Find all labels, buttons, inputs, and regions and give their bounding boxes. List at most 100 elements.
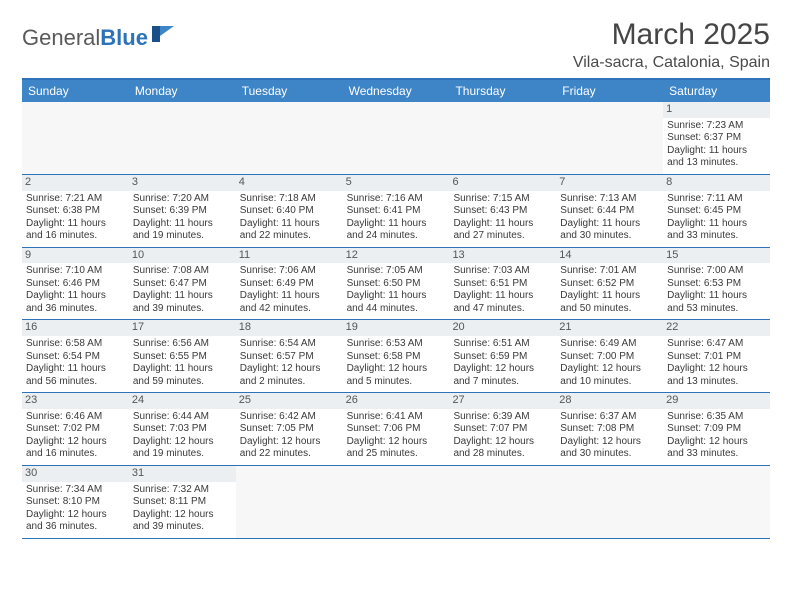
day-info-line: Sunset: 6:47 PM bbox=[133, 278, 232, 291]
day-info-line: Daylight: 11 hours bbox=[26, 290, 125, 303]
logo-part1: General bbox=[22, 25, 100, 50]
day-number: 19 bbox=[343, 320, 450, 336]
day-number: 11 bbox=[236, 248, 343, 264]
day-info-line: Daylight: 11 hours bbox=[667, 218, 766, 231]
day-empty bbox=[449, 466, 556, 538]
day-cell: 10Sunrise: 7:08 AMSunset: 6:47 PMDayligh… bbox=[129, 248, 236, 320]
weekday-header-row: SundayMondayTuesdayWednesdayThursdayFrid… bbox=[22, 80, 770, 102]
month-title: March 2025 bbox=[573, 18, 770, 52]
day-empty bbox=[22, 102, 129, 174]
day-info-line: Daylight: 11 hours bbox=[240, 218, 339, 231]
location: Vila-sacra, Catalonia, Spain bbox=[573, 54, 770, 72]
day-cell: 5Sunrise: 7:16 AMSunset: 6:41 PMDaylight… bbox=[343, 175, 450, 247]
day-empty bbox=[236, 102, 343, 174]
day-info-line: Sunset: 6:51 PM bbox=[453, 278, 552, 291]
weekday-header: Tuesday bbox=[236, 80, 343, 102]
day-cell: 30Sunrise: 7:34 AMSunset: 8:10 PMDayligh… bbox=[22, 466, 129, 538]
day-info-line: and 33 minutes. bbox=[667, 448, 766, 461]
day-info-line: Sunrise: 7:20 AM bbox=[133, 193, 232, 206]
day-info-line: Sunrise: 7:06 AM bbox=[240, 265, 339, 278]
day-number: 20 bbox=[449, 320, 556, 336]
day-cell: 15Sunrise: 7:00 AMSunset: 6:53 PMDayligh… bbox=[663, 248, 770, 320]
week-row: 30Sunrise: 7:34 AMSunset: 8:10 PMDayligh… bbox=[22, 466, 770, 539]
day-empty bbox=[236, 466, 343, 538]
day-cell: 23Sunrise: 6:46 AMSunset: 7:02 PMDayligh… bbox=[22, 393, 129, 465]
day-info-line: Sunrise: 7:32 AM bbox=[133, 484, 232, 497]
day-cell: 27Sunrise: 6:39 AMSunset: 7:07 PMDayligh… bbox=[449, 393, 556, 465]
day-info-line: Sunrise: 6:47 AM bbox=[667, 338, 766, 351]
day-info-line: Sunrise: 7:15 AM bbox=[453, 193, 552, 206]
day-info-line: Sunrise: 6:53 AM bbox=[347, 338, 446, 351]
day-info-line: Daylight: 11 hours bbox=[453, 290, 552, 303]
day-number: 8 bbox=[663, 175, 770, 191]
day-cell: 3Sunrise: 7:20 AMSunset: 6:39 PMDaylight… bbox=[129, 175, 236, 247]
day-info-line: Daylight: 12 hours bbox=[133, 436, 232, 449]
day-info-line: Daylight: 12 hours bbox=[453, 436, 552, 449]
day-number: 16 bbox=[22, 320, 129, 336]
day-info-line: Daylight: 11 hours bbox=[560, 290, 659, 303]
day-info-line: Daylight: 11 hours bbox=[26, 363, 125, 376]
day-cell: 2Sunrise: 7:21 AMSunset: 6:38 PMDaylight… bbox=[22, 175, 129, 247]
day-info-line: and 5 minutes. bbox=[347, 376, 446, 389]
day-info-line: Sunrise: 6:39 AM bbox=[453, 411, 552, 424]
day-info-line: Sunrise: 6:41 AM bbox=[347, 411, 446, 424]
day-info-line: Sunset: 6:39 PM bbox=[133, 205, 232, 218]
day-number: 10 bbox=[129, 248, 236, 264]
day-empty bbox=[556, 102, 663, 174]
day-number: 7 bbox=[556, 175, 663, 191]
day-number: 17 bbox=[129, 320, 236, 336]
day-info-line: and 59 minutes. bbox=[133, 376, 232, 389]
logo-text: GeneralBlue bbox=[22, 25, 148, 51]
weekday-header: Wednesday bbox=[343, 80, 450, 102]
day-info-line: and 7 minutes. bbox=[453, 376, 552, 389]
logo-part2: Blue bbox=[100, 25, 148, 50]
day-number: 2 bbox=[22, 175, 129, 191]
day-info-line: Daylight: 11 hours bbox=[240, 290, 339, 303]
day-info-line: Sunset: 6:57 PM bbox=[240, 351, 339, 364]
weekday-header: Saturday bbox=[663, 80, 770, 102]
day-info-line: Sunset: 7:08 PM bbox=[560, 423, 659, 436]
day-info-line: Sunrise: 6:46 AM bbox=[26, 411, 125, 424]
day-info-line: Sunset: 6:53 PM bbox=[667, 278, 766, 291]
day-info-line: Sunset: 7:09 PM bbox=[667, 423, 766, 436]
day-cell: 26Sunrise: 6:41 AMSunset: 7:06 PMDayligh… bbox=[343, 393, 450, 465]
day-info-line: and 56 minutes. bbox=[26, 376, 125, 389]
title-block: March 2025 Vila-sacra, Catalonia, Spain bbox=[573, 18, 770, 72]
day-info-line: and 47 minutes. bbox=[453, 303, 552, 316]
week-row: 9Sunrise: 7:10 AMSunset: 6:46 PMDaylight… bbox=[22, 248, 770, 321]
day-info-line: Sunset: 7:00 PM bbox=[560, 351, 659, 364]
day-info-line: Sunset: 7:01 PM bbox=[667, 351, 766, 364]
day-info-line: Sunrise: 7:08 AM bbox=[133, 265, 232, 278]
day-info-line: and 30 minutes. bbox=[560, 448, 659, 461]
day-info-line: Daylight: 12 hours bbox=[26, 436, 125, 449]
day-cell: 11Sunrise: 7:06 AMSunset: 6:49 PMDayligh… bbox=[236, 248, 343, 320]
day-number: 3 bbox=[129, 175, 236, 191]
day-info-line: Sunset: 6:59 PM bbox=[453, 351, 552, 364]
day-info-line: Daylight: 12 hours bbox=[560, 436, 659, 449]
day-info-line: Sunrise: 6:54 AM bbox=[240, 338, 339, 351]
weeks-container: 1Sunrise: 7:23 AMSunset: 6:37 PMDaylight… bbox=[22, 102, 770, 539]
weekday-header: Thursday bbox=[449, 80, 556, 102]
day-number: 18 bbox=[236, 320, 343, 336]
day-info-line: Sunrise: 6:44 AM bbox=[133, 411, 232, 424]
day-info-line: Sunset: 8:10 PM bbox=[26, 496, 125, 509]
day-cell: 21Sunrise: 6:49 AMSunset: 7:00 PMDayligh… bbox=[556, 320, 663, 392]
day-info-line: Daylight: 12 hours bbox=[667, 436, 766, 449]
day-info-line: and 36 minutes. bbox=[26, 521, 125, 534]
header: GeneralBlue March 2025 Vila-sacra, Catal… bbox=[22, 18, 770, 72]
day-info-line: Daylight: 12 hours bbox=[560, 363, 659, 376]
weekday-header: Sunday bbox=[22, 80, 129, 102]
day-info-line: and 19 minutes. bbox=[133, 448, 232, 461]
day-cell: 24Sunrise: 6:44 AMSunset: 7:03 PMDayligh… bbox=[129, 393, 236, 465]
day-info-line: Daylight: 11 hours bbox=[133, 290, 232, 303]
day-info-line: Sunset: 7:06 PM bbox=[347, 423, 446, 436]
day-info-line: Sunrise: 7:34 AM bbox=[26, 484, 125, 497]
day-info-line: and 16 minutes. bbox=[26, 448, 125, 461]
day-info-line: Sunset: 6:38 PM bbox=[26, 205, 125, 218]
day-cell: 4Sunrise: 7:18 AMSunset: 6:40 PMDaylight… bbox=[236, 175, 343, 247]
day-info-line: and 30 minutes. bbox=[560, 230, 659, 243]
day-info-line: and 22 minutes. bbox=[240, 230, 339, 243]
day-info-line: Daylight: 11 hours bbox=[560, 218, 659, 231]
weekday-header: Monday bbox=[129, 80, 236, 102]
day-number: 27 bbox=[449, 393, 556, 409]
